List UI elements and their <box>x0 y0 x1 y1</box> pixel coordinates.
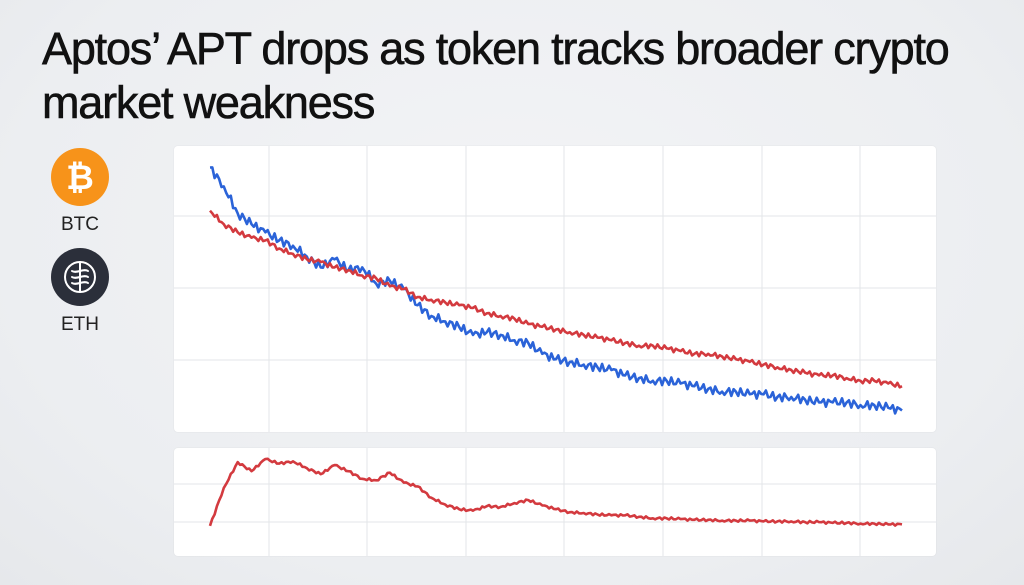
ethereum-icon <box>51 248 109 306</box>
sub-chart-panel <box>174 448 936 556</box>
sub-chart <box>174 448 936 556</box>
price-chart <box>174 146 936 432</box>
bitcoin-icon: ₿ <box>51 148 109 206</box>
legend-label-btc: BTC <box>61 214 99 235</box>
series-line-0 <box>209 166 903 415</box>
series-line-0 <box>208 457 903 527</box>
svg-text:₿: ₿ <box>66 159 94 197</box>
series-line-1 <box>209 209 903 389</box>
legend-label-eth: ETH <box>61 314 99 335</box>
price-chart-panel <box>174 146 936 432</box>
headline: Aptos’ APT drops as token tracks broader… <box>42 23 950 129</box>
